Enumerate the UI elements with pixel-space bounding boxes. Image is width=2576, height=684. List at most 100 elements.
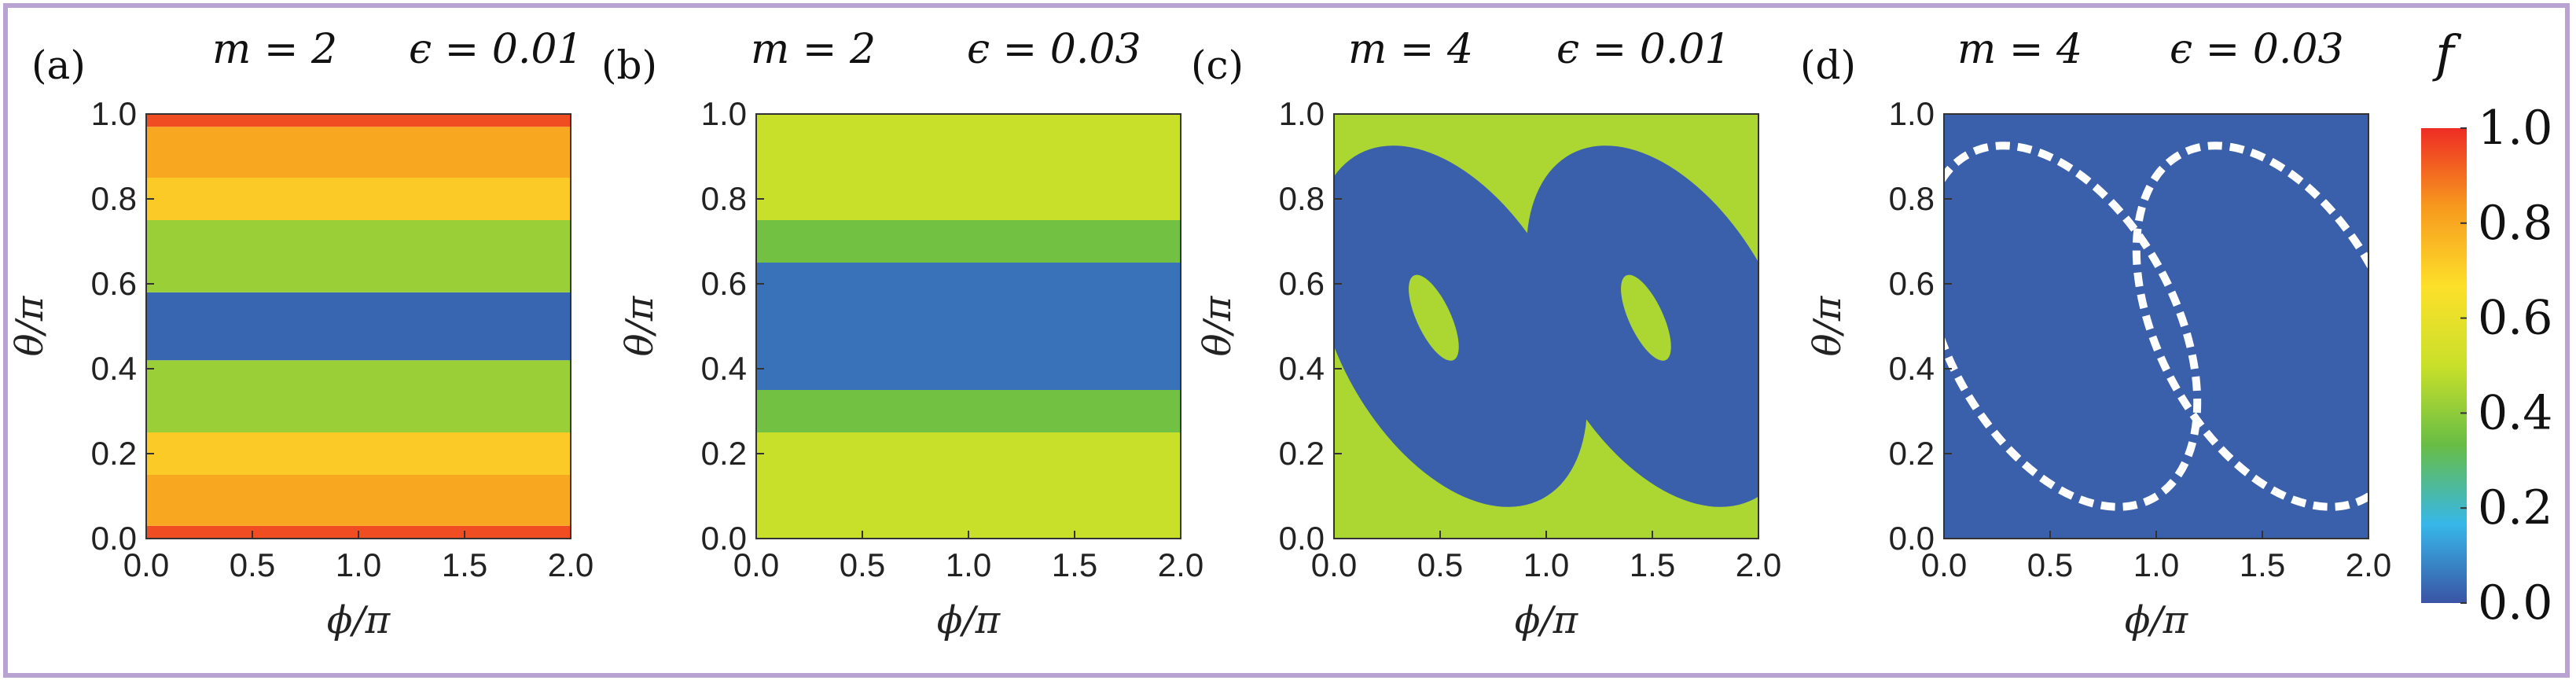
heatmap-band xyxy=(756,114,1181,220)
x-tick-label: 0.0 xyxy=(733,546,779,583)
colorbar-tick-label: 0.8 xyxy=(2478,196,2552,251)
panel-tag: (d) xyxy=(1800,42,1856,88)
param-m: m = 4 xyxy=(1957,26,2082,73)
param-epsilon: ϵ = 0.03 xyxy=(967,26,1141,73)
panel-c: 0.0 0.5 1.0 1.5 2.0 0.0 0.2 0.4 0.6 0.8 1.0 ϕ/π θ/π (… xyxy=(1191,26,1781,642)
heatmap-band xyxy=(146,360,571,432)
x-tick-label: 0.5 xyxy=(230,546,275,583)
heatmap-band xyxy=(756,220,1181,263)
heatmap-background xyxy=(1944,114,2368,539)
y-tick-label: 0.0 xyxy=(701,520,747,557)
y-tick-label: 0.4 xyxy=(1279,350,1325,387)
panel-b: 0.0 0.5 1.0 1.5 2.0 0.0 0.2 0.4 0.6 0.8 1.0 ϕ/π θ/π (… xyxy=(601,26,1203,642)
y-tick-label: 0.2 xyxy=(1889,435,1935,472)
y-tick-label: 0.0 xyxy=(91,520,137,557)
y-tick-label: 0.8 xyxy=(91,180,137,217)
param-m: m = 2 xyxy=(212,26,337,73)
x-tick-label: 0.0 xyxy=(123,546,169,583)
y-tick-label: 0.6 xyxy=(1279,265,1325,302)
y-axis-label: θ/π xyxy=(1196,295,1240,356)
y-tick-label: 0.6 xyxy=(1889,265,1935,302)
param-epsilon: ϵ = 0.03 xyxy=(2170,26,2344,73)
colorbar-title: f xyxy=(2432,25,2462,83)
y-tick-label: 1.0 xyxy=(701,95,747,132)
colorbar-tick-label: 1.0 xyxy=(2478,101,2552,156)
x-axis-label: ϕ/π xyxy=(937,598,1001,642)
y-tick-label: 1.0 xyxy=(91,95,137,132)
heatmap-band xyxy=(146,432,571,475)
heatmap-area xyxy=(146,114,571,539)
heatmap-band xyxy=(756,390,1181,432)
heatmap-band xyxy=(146,475,571,526)
y-tick-label: 0.0 xyxy=(1279,520,1325,557)
panel-tag: (b) xyxy=(601,42,657,88)
param-epsilon: ϵ = 0.01 xyxy=(409,26,583,73)
x-axis-label: ϕ/π xyxy=(327,598,391,642)
param-m: m = 2 xyxy=(751,26,876,73)
x-tick-label: 0.5 xyxy=(840,546,885,583)
heatmap-band xyxy=(146,220,571,292)
x-tick-label: 0.5 xyxy=(2027,546,2073,583)
x-tick-label: 1.0 xyxy=(1523,546,1569,583)
x-axis-label: ϕ/π xyxy=(2125,598,2189,642)
figure-frame xyxy=(3,3,2570,678)
x-tick-label: 2.0 xyxy=(548,546,593,583)
heatmap-area xyxy=(1944,114,2368,539)
y-tick-label: 0.8 xyxy=(1889,180,1935,217)
y-axis-label: θ/π xyxy=(1806,295,1850,356)
colorbar-tick-label: 0.6 xyxy=(2478,291,2552,346)
y-tick-label: 0.6 xyxy=(701,265,747,302)
heatmap-band xyxy=(146,127,571,178)
y-tick-label: 0.8 xyxy=(701,180,747,217)
y-tick-label: 0.2 xyxy=(701,435,747,472)
colorbar-tick-label: 0.2 xyxy=(2478,480,2552,535)
x-tick-label: 1.0 xyxy=(2133,546,2179,583)
colorbar: f 0.0 0.2 0.4 0.6 0.8 1.0 xyxy=(2421,25,2552,631)
y-tick-label: 0.8 xyxy=(1279,180,1325,217)
x-axis-label: ϕ/π xyxy=(1515,598,1579,642)
heatmap-island xyxy=(1621,274,1671,361)
y-tick-label: 0.6 xyxy=(91,265,137,302)
heatmap-area xyxy=(756,114,1181,539)
x-tick-label: 0.5 xyxy=(1417,546,1463,583)
x-tick-label: 1.0 xyxy=(336,546,381,583)
heatmap-band xyxy=(756,263,1181,390)
heatmap-band xyxy=(146,114,571,127)
colorbar-tick-label: 0.0 xyxy=(2478,576,2552,631)
panel-tag: (a) xyxy=(31,42,86,88)
y-axis-label: θ/π xyxy=(8,295,52,356)
y-tick-label: 0.4 xyxy=(701,350,747,387)
y-tick-label: 1.0 xyxy=(1889,95,1935,132)
y-tick-label: 0.0 xyxy=(1889,520,1935,557)
y-axis-label: θ/π xyxy=(618,295,662,356)
heatmap-band xyxy=(756,432,1181,539)
x-tick-label: 1.5 xyxy=(442,546,487,583)
x-tick-label: 2.0 xyxy=(1736,546,1781,583)
y-tick-label: 0.4 xyxy=(1889,350,1935,387)
x-tick-label: 0.0 xyxy=(1311,546,1357,583)
heatmap-island xyxy=(1409,274,1459,361)
heatmap-band xyxy=(146,292,571,361)
y-tick-label: 0.4 xyxy=(91,350,137,387)
param-epsilon: ϵ = 0.01 xyxy=(1556,26,1731,73)
colorbar-tick-label: 0.4 xyxy=(2478,385,2552,440)
heatmap-area xyxy=(1334,114,1758,539)
x-tick-label: 1.5 xyxy=(1052,546,1097,583)
heatmap-region xyxy=(2132,142,2368,511)
x-tick-label: 1.0 xyxy=(946,546,991,583)
x-tick-label: 1.5 xyxy=(1630,546,1675,583)
y-tick-label: 1.0 xyxy=(1279,95,1325,132)
panel-a: 0.0 0.5 1.0 1.5 2.0 0.0 0.2 0.4 0.6 0.8 1.0 ϕ/π θ/π (… xyxy=(8,26,593,642)
y-tick-label: 0.2 xyxy=(1279,435,1325,472)
x-tick-label: 1.5 xyxy=(2240,546,2285,583)
x-tick-label: 2.0 xyxy=(1158,546,1203,583)
panel-d: 0.0 0.5 1.0 1.5 2.0 0.0 0.2 0.4 0.6 0.8 1.0 ϕ/π θ/π (… xyxy=(1800,26,2391,642)
heatmap-band xyxy=(146,178,571,220)
colorbar-gradient xyxy=(2421,128,2467,603)
panel-tag: (c) xyxy=(1191,42,1244,88)
x-tick-label: 0.0 xyxy=(1921,546,1967,583)
param-m: m = 4 xyxy=(1348,26,1473,73)
x-tick-label: 2.0 xyxy=(2346,546,2391,583)
y-tick-label: 0.2 xyxy=(91,435,137,472)
